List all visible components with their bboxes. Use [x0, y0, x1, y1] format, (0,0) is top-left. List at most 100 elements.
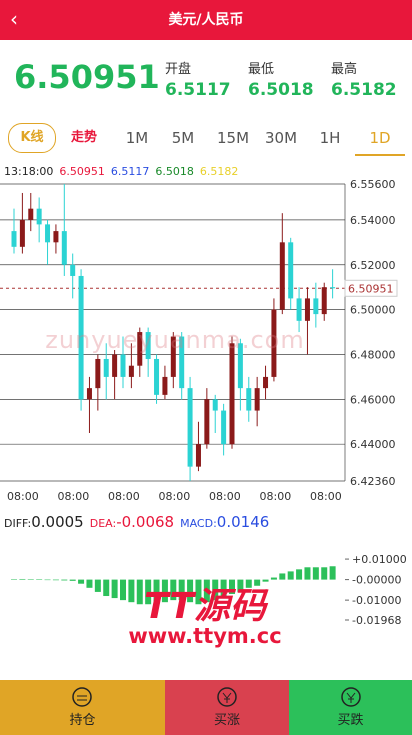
- current-price: 6.50951: [14, 58, 160, 96]
- info-value: 6.5018: [155, 165, 194, 178]
- macd-bar: [195, 579, 202, 605]
- tab[interactable]: 1H: [319, 129, 341, 147]
- candle-body: [271, 309, 277, 377]
- macd-bar: [229, 579, 235, 594]
- candle-body: [112, 354, 118, 377]
- candle-body: [95, 358, 101, 389]
- info-value: 6.50951: [59, 165, 105, 178]
- macd-bar: [262, 579, 269, 582]
- stat: 最低 6.5018: [248, 58, 314, 100]
- candle-body: [145, 332, 151, 359]
- macd-bar: [212, 579, 219, 601]
- tab[interactable]: K线: [8, 123, 56, 153]
- tab[interactable]: 30M: [264, 129, 298, 147]
- macd-macd-label: MACD:: [180, 517, 217, 530]
- candle-body: [170, 336, 176, 377]
- macd-tick-label: -0.01000: [352, 594, 401, 607]
- candle-body: [45, 224, 51, 243]
- macd-bar: [128, 579, 135, 603]
- candle-body: [204, 399, 210, 445]
- button-label: 买涨: [213, 713, 240, 728]
- macd-bar: [120, 579, 126, 601]
- macd-bar: [287, 571, 294, 580]
- macd-bar: [78, 579, 85, 584]
- candle-body: [179, 336, 185, 389]
- watermark: TT源码: [144, 586, 269, 627]
- y-tick-label: 6.42360: [350, 475, 396, 488]
- macd-bar: [86, 579, 93, 588]
- last-price-label: 6.50951: [348, 282, 394, 295]
- x-tick-label: 08:00: [7, 490, 39, 503]
- macd-bar: [254, 579, 261, 586]
- macd-tick-label: -0.00000: [352, 574, 401, 587]
- stat-value: 6.5018: [248, 80, 314, 100]
- macd-tick-label: +0.01000: [352, 553, 407, 566]
- candle-body: [221, 410, 227, 445]
- x-tick-label: 08:00: [310, 490, 342, 503]
- candle-body: [246, 388, 252, 411]
- macd-bar: [103, 579, 110, 597]
- button-label: 买跌: [337, 713, 364, 728]
- y-tick-label: 6.55600: [350, 178, 396, 191]
- y-tick-label: 6.44000: [350, 438, 396, 451]
- y-tick-label: 6.48000: [350, 348, 396, 361]
- tab[interactable]: 1M: [125, 129, 149, 147]
- y-tick-label: 6.50000: [350, 304, 396, 317]
- macd-bar: [279, 573, 286, 580]
- x-tick-label: 08:00: [260, 490, 292, 503]
- info-value: 6.5117: [111, 165, 150, 178]
- last-price-box: [344, 279, 398, 297]
- hold-button[interactable]: 持仓: [0, 680, 165, 735]
- macd-diff-label: DIFF:: [4, 517, 31, 530]
- candle-body: [195, 444, 201, 467]
- tab[interactable]: 走势: [70, 130, 97, 145]
- candle-body: [296, 298, 302, 321]
- stat-label: 开盘: [165, 62, 192, 77]
- candle-body: [263, 376, 269, 389]
- candle-body: [120, 354, 126, 377]
- candle-body: [137, 332, 143, 366]
- macd-diff: 0.0005: [31, 513, 84, 531]
- candle-body: [70, 264, 76, 276]
- macd-bar: [178, 579, 185, 601]
- candle-body: [212, 399, 218, 411]
- macd-bar: [170, 579, 177, 601]
- tab[interactable]: 5M: [171, 129, 195, 147]
- macd-tick-label: -0.01968: [352, 614, 401, 627]
- macd-bar: [61, 579, 68, 581]
- y-tick-label: 6.52000: [350, 259, 396, 272]
- macd-bar: [312, 567, 319, 580]
- buy-up-button[interactable]: 买涨: [165, 680, 289, 735]
- watermark: www.ttym.cc: [128, 624, 281, 648]
- macd-bar: [153, 579, 160, 603]
- macd-bar: [111, 579, 118, 599]
- candle-body: [103, 358, 109, 377]
- candle-body: [53, 231, 59, 243]
- candle-body: [313, 298, 319, 315]
- buy-down-button[interactable]: 买跌: [289, 680, 412, 735]
- candle-body: [279, 242, 285, 310]
- header: 美元/人民币: [0, 0, 412, 40]
- macd-bar: [27, 579, 34, 580]
- macd-bar: [321, 567, 328, 580]
- candle-body: [61, 231, 67, 265]
- macd-macd: 0.0146: [217, 513, 270, 531]
- stat-value: 6.5182: [331, 80, 397, 100]
- macd-bar: [52, 579, 59, 581]
- icon: [72, 687, 92, 707]
- macd-bar: [19, 578, 26, 580]
- back-button[interactable]: ‹: [10, 7, 18, 31]
- candle-body: [36, 208, 42, 225]
- candle-body: [304, 298, 310, 321]
- macd-bar: [36, 579, 43, 580]
- tab[interactable]: 1D: [355, 122, 405, 156]
- icon: [217, 687, 237, 707]
- tab[interactable]: 15M: [216, 129, 250, 147]
- candle-body: [86, 388, 92, 400]
- stat: 最高 6.5182: [331, 58, 397, 100]
- stat-label: 最高: [331, 62, 358, 77]
- stat: 开盘 6.5117: [165, 58, 231, 100]
- macd-bar: [237, 579, 244, 592]
- macd-bar: [245, 579, 252, 588]
- candle-body: [330, 287, 336, 289]
